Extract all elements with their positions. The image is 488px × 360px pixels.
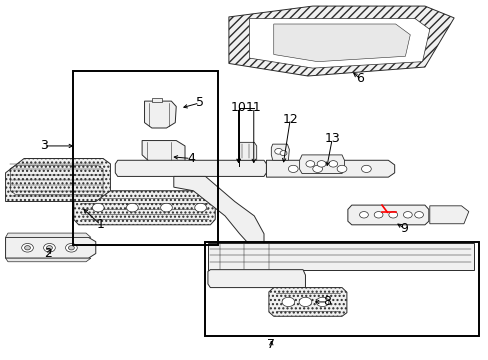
Text: 9: 9 (400, 222, 407, 235)
Polygon shape (115, 160, 266, 176)
Polygon shape (268, 288, 346, 316)
Text: 13: 13 (324, 132, 340, 145)
Circle shape (65, 243, 77, 252)
Polygon shape (5, 158, 110, 202)
Circle shape (274, 148, 282, 154)
Circle shape (46, 246, 52, 250)
Text: 3: 3 (40, 139, 47, 152)
Circle shape (414, 212, 423, 218)
Polygon shape (347, 205, 428, 225)
Text: 12: 12 (282, 113, 298, 126)
Circle shape (361, 165, 370, 172)
Text: 10: 10 (230, 101, 246, 114)
Bar (73, 71, 217, 244)
Text: 8: 8 (323, 296, 331, 309)
Polygon shape (429, 206, 468, 224)
Text: 7: 7 (267, 338, 275, 351)
Circle shape (288, 165, 298, 172)
Text: 2: 2 (44, 247, 52, 260)
Circle shape (280, 150, 286, 156)
Circle shape (388, 212, 397, 218)
Text: 1: 1 (97, 218, 104, 231)
Circle shape (24, 246, 30, 250)
Circle shape (328, 161, 337, 167)
Polygon shape (228, 6, 453, 76)
Polygon shape (299, 155, 344, 174)
Polygon shape (5, 233, 91, 237)
Circle shape (403, 212, 411, 218)
Polygon shape (5, 237, 96, 258)
Text: 6: 6 (356, 72, 364, 85)
Polygon shape (207, 270, 305, 288)
Circle shape (316, 297, 328, 307)
Circle shape (282, 297, 294, 307)
Circle shape (305, 161, 314, 167)
Text: 5: 5 (195, 96, 203, 109)
Circle shape (92, 203, 104, 212)
Polygon shape (266, 160, 394, 177)
Bar (205, 242, 478, 336)
Text: 4: 4 (186, 152, 194, 165)
Polygon shape (271, 144, 289, 160)
Circle shape (317, 161, 325, 167)
Polygon shape (74, 191, 215, 225)
Circle shape (126, 203, 138, 212)
Circle shape (68, 246, 74, 250)
Polygon shape (207, 243, 473, 270)
Polygon shape (273, 24, 409, 62)
Polygon shape (249, 19, 429, 68)
Polygon shape (5, 258, 91, 262)
Circle shape (359, 212, 367, 218)
Polygon shape (173, 176, 264, 244)
Circle shape (373, 212, 382, 218)
Circle shape (160, 203, 172, 212)
Polygon shape (152, 98, 161, 102)
Circle shape (336, 165, 346, 172)
Circle shape (312, 165, 322, 172)
Polygon shape (142, 140, 184, 168)
Text: 11: 11 (245, 101, 261, 114)
Circle shape (21, 243, 33, 252)
Circle shape (43, 243, 55, 252)
Polygon shape (239, 142, 256, 160)
Polygon shape (144, 101, 176, 128)
Circle shape (299, 297, 311, 307)
Circle shape (194, 203, 206, 212)
